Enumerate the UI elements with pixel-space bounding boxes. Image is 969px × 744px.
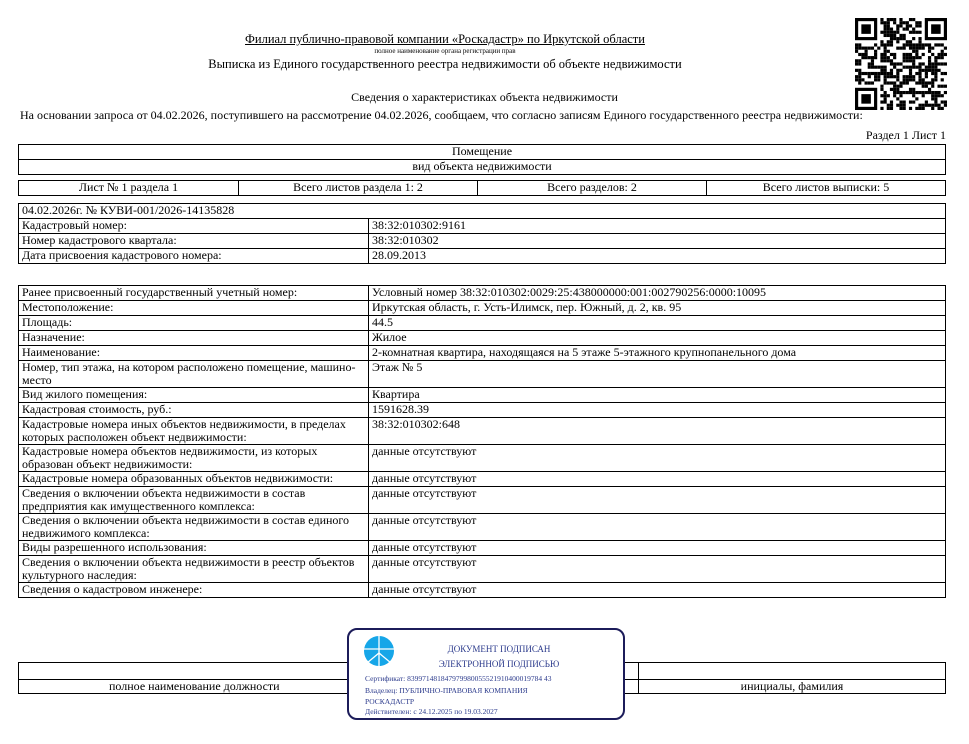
basic-info-table: 04.02.2026г. № КУВИ-001/2026-14135828 Ка… <box>18 203 946 264</box>
detail-row: Вид жилого помещения: Квартира <box>18 387 946 403</box>
stamp-validity: Действителен: с 24.12.2025 по 19.03.2027 <box>365 707 498 716</box>
field-label: Площадь: <box>18 315 369 331</box>
field-value: данные отсутствуют <box>368 486 946 514</box>
field-value: Иркутская область, г. Усть-Илимск, пер. … <box>368 300 946 316</box>
field-label: Кадастровые номера объектов недвижимости… <box>18 444 369 472</box>
object-type: Помещение <box>18 144 946 160</box>
object-type-caption: вид объекта недвижимости <box>18 159 946 175</box>
org-name: Филиал публично-правовой компании «Роска… <box>245 32 645 46</box>
detail-row: Сведения о включении объекта недвижимост… <box>18 555 946 583</box>
doc-title: Выписка из Единого государственного реес… <box>208 57 682 71</box>
field-value: 38:32:010302:9161 <box>368 218 946 234</box>
detail-row: Номер, тип этажа, на котором расположено… <box>18 360 946 388</box>
field-value: данные отсутствуют <box>368 582 946 598</box>
sheet-number: Лист № 1 раздела 1 <box>18 180 239 196</box>
detail-row: Сведения о включении объекта недвижимост… <box>18 513 946 541</box>
field-label: Виды разрешенного использования: <box>18 540 369 556</box>
field-label: Сведения о включении объекта недвижимост… <box>18 555 369 583</box>
field-label: Наименование: <box>18 345 369 361</box>
detail-row: Кадастровые номера образованных объектов… <box>18 471 946 487</box>
basic-row: Кадастровый номер: 38:32:010302:9161 <box>18 218 946 234</box>
field-label: Вид жилого помещения: <box>18 387 369 403</box>
detail-row: Площадь: 44.5 <box>18 315 946 331</box>
field-label: Номер кадастрового квартала: <box>18 233 369 249</box>
field-label: Сведения о включении объекта недвижимост… <box>18 486 369 514</box>
field-value: 1591628.39 <box>368 402 946 418</box>
field-value: данные отсутствуют <box>368 555 946 583</box>
detail-row: Назначение: Жилое <box>18 330 946 346</box>
field-label: Кадастровые номера иных объектов недвижи… <box>18 417 369 445</box>
field-label: Сведения о включении объекта недвижимост… <box>18 513 369 541</box>
section-title: Сведения о характеристиках объекта недви… <box>351 90 618 104</box>
field-value: 2-комнатная квартира, находящаяся на 5 э… <box>368 345 946 361</box>
detail-row: Кадастровая стоимость, руб.: 1591628.39 <box>18 402 946 418</box>
section-sheets-total: Всего листов раздела 1: 2 <box>238 180 478 196</box>
field-value: Этаж № 5 <box>368 360 946 388</box>
field-label: Назначение: <box>18 330 369 346</box>
field-label: Местоположение: <box>18 300 369 316</box>
record-id: 04.02.2026г. № КУВИ-001/2026-14135828 <box>18 203 946 219</box>
object-type-table: Помещение вид объекта недвижимости <box>18 144 946 175</box>
field-label: Кадастровый номер: <box>18 218 369 234</box>
field-value: данные отсутствуют <box>368 540 946 556</box>
stamp-owner-name: РОСКАДАСТР <box>365 697 415 706</box>
detail-row: Ранее присвоенный государственный учетны… <box>18 285 946 301</box>
sections-total: Всего разделов: 2 <box>477 180 707 196</box>
field-value: данные отсутствуют <box>368 444 946 472</box>
stamp-owner: Владелец: ПУБЛИЧНО-ПРАВОВАЯ КОМПАНИЯ <box>365 686 528 695</box>
page-ref: Раздел 1 Лист 1 <box>865 128 946 142</box>
field-label: Сведения о кадастровом инженере: <box>18 582 369 598</box>
field-value: Условный номер 38:32:010302:0029:25:4380… <box>368 285 946 301</box>
field-value: 28.09.2013 <box>368 248 946 264</box>
detail-row: Кадастровые номера иных объектов недвижи… <box>18 417 946 445</box>
field-label: Дата присвоения кадастрового номера: <box>18 248 369 264</box>
detail-row: Местоположение: Иркутская область, г. Уст… <box>18 300 946 316</box>
field-label: Кадастровая стоимость, руб.: <box>18 402 369 418</box>
name-caption: инициалы, фамилия <box>638 679 946 694</box>
field-value: данные отсутствуют <box>368 513 946 541</box>
org-caption: полное наименование органа регистрации п… <box>374 47 516 55</box>
detail-row: Наименование: 2-комнатная квартира, наход… <box>18 345 946 361</box>
detail-row: Виды разрешенного использования: данные о… <box>18 540 946 556</box>
sheet-info-table: Лист № 1 раздела 1 Всего листов раздела … <box>18 180 946 196</box>
stamp-line2: ЭЛЕКТРОННОЙ ПОДПИСЬЮ <box>438 659 560 669</box>
field-value: данные отсутствуют <box>368 471 946 487</box>
field-label: Номер, тип этажа, на котором расположено… <box>18 360 369 388</box>
field-label: Ранее присвоенный государственный учетны… <box>18 285 369 301</box>
detail-row: Сведения о включении объекта недвижимост… <box>18 486 946 514</box>
stamp-line1: ДОКУМЕНТ ПОДПИСАН <box>447 644 551 654</box>
e-signature-stamp: ДОКУМЕНТ ПОДПИСАН ЭЛЕКТРОННОЙ ПОДПИСЬЮ С… <box>347 628 625 720</box>
intro-text: На основании запроса от 04.02.2026, пост… <box>20 108 863 122</box>
basic-row: Дата присвоения кадастрового номера: 28.0… <box>18 248 946 264</box>
basic-row: Номер кадастрового квартала: 38:32:010302 <box>18 233 946 249</box>
field-label: Кадастровые номера образованных объектов… <box>18 471 369 487</box>
detail-row: Сведения о кадастровом инженере: данные о… <box>18 582 946 598</box>
field-value: 38:32:010302:648 <box>368 417 946 445</box>
extract-sheets-total: Всего листов выписки: 5 <box>706 180 946 196</box>
name-field <box>638 662 946 680</box>
field-value: 44.5 <box>368 315 946 331</box>
qr-code <box>855 18 947 110</box>
field-value: Жилое <box>368 330 946 346</box>
emblem-icon <box>364 636 394 666</box>
details-table: Ранее присвоенный государственный учетны… <box>18 285 946 598</box>
field-value: Квартира <box>368 387 946 403</box>
detail-row: Кадастровые номера объектов недвижимости… <box>18 444 946 472</box>
field-value: 38:32:010302 <box>368 233 946 249</box>
stamp-certificate: Сертификат: 8399714818479799800555219104… <box>365 674 552 683</box>
